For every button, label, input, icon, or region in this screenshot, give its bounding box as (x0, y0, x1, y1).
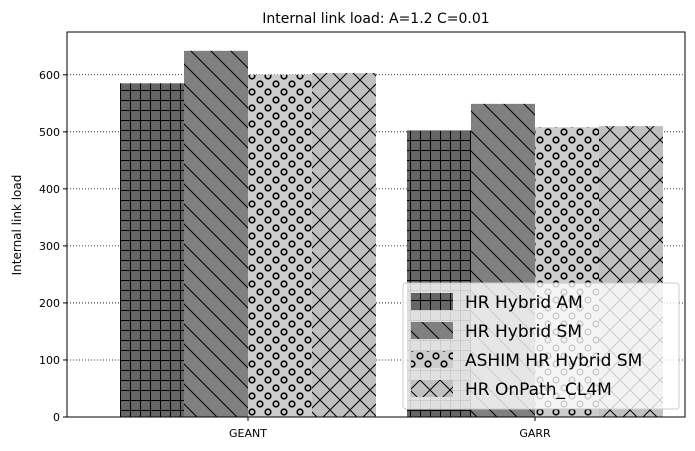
legend-ashim-hr-hybrid-sm-label: ASHIM HR Hybrid SM (465, 351, 642, 371)
axes: 0 100 200 300 400 500 600 GEANT GARR (39, 31, 686, 440)
y-tick-label-500: 500 (39, 126, 60, 139)
legend-hr-hybrid-am-label: HR Hybrid AM (465, 293, 583, 313)
y-tick-label-300: 300 (39, 240, 60, 253)
legend-hr-hybrid-sm-swatch-hatch (411, 322, 453, 339)
y-tick-label-400: 400 (39, 183, 60, 196)
legend-hr-hybrid-sm-label: HR Hybrid SM (465, 322, 582, 342)
bar-geant-hr-hybrid-am-hatch (120, 83, 184, 417)
y-tick-label-600: 600 (39, 69, 60, 82)
y-tick-label-200: 200 (39, 297, 60, 310)
legend: HR Hybrid AM HR Hybrid SM ASHIM HR Hybrid … (402, 282, 680, 410)
legend-hr-onpath-cl4m-label: HR OnPath_CL4M (465, 380, 612, 400)
bar-geant-hr-hybrid-sm-hatch (184, 50, 248, 417)
y-axis-label: Internal link load (10, 175, 24, 276)
bar-geant-hr-onpath-cl4m-hatch (312, 73, 376, 418)
chart-title: Internal link load: A=1.2 C=0.01 (262, 11, 489, 27)
y-tick-label-100: 100 (39, 354, 60, 367)
legend-box (402, 282, 680, 410)
legend-ashim-hr-hybrid-sm-swatch-hatch (411, 351, 453, 368)
legend-hr-onpath-cl4m-swatch-hatch (411, 380, 453, 397)
plot-frame (66, 31, 686, 418)
bar-geant-ashim-hr-hybrid-sm-hatch (248, 74, 312, 418)
x-tick-label-geant: GEANT (229, 427, 267, 440)
y-tick-label-0: 0 (53, 411, 60, 424)
legend-hr-hybrid-am-swatch-hatch (411, 293, 453, 310)
x-tick-label-garr: GARR (519, 427, 551, 440)
